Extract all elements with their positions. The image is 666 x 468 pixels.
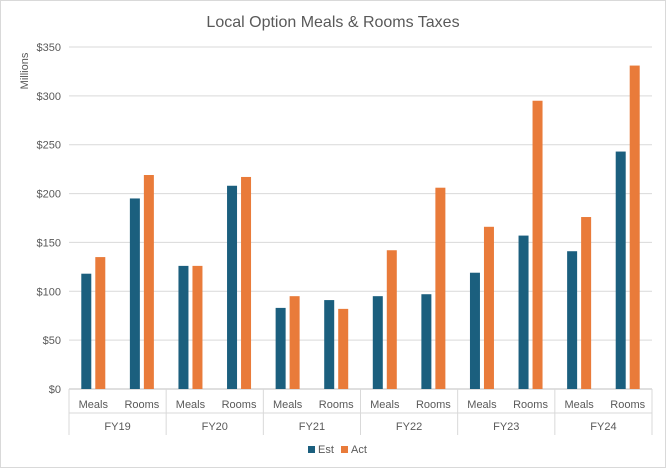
gridlines <box>69 46 652 390</box>
bar-est <box>567 251 578 389</box>
y-tick-label: $200 <box>37 189 61 201</box>
y-axis-label: Millions <box>19 52 31 89</box>
x-group-label: FY20 <box>202 421 228 433</box>
y-tick-label: $0 <box>49 384 61 396</box>
bar-act <box>629 65 640 390</box>
x-subcategory-label: Rooms <box>513 399 548 411</box>
x-group-label: FY22 <box>396 421 422 433</box>
x-subcategory-label: Rooms <box>124 399 159 411</box>
legend: Est Act <box>308 444 367 456</box>
bar-est <box>178 265 189 389</box>
bar-act <box>95 257 106 389</box>
bar-act <box>483 226 494 389</box>
bar-act <box>143 175 154 389</box>
x-subcategory-label: Meals <box>370 399 400 411</box>
bar-est <box>421 294 432 389</box>
bars <box>81 65 640 390</box>
x-group-label: FY23 <box>493 421 519 433</box>
x-subcategory-label: Meals <box>176 399 206 411</box>
y-tick-label: $350 <box>37 42 61 54</box>
y-axis-ticks: $0 $50 $100 $150 $200 $250 $300 $350 <box>37 42 61 396</box>
bar-est <box>129 198 140 389</box>
x-subcategory-label: Rooms <box>222 399 257 411</box>
y-tick-label: $150 <box>37 237 61 249</box>
chart-title: Local Option Meals & Rooms Taxes <box>206 14 459 31</box>
legend-swatch <box>341 446 348 453</box>
bar-est <box>324 300 335 389</box>
bar-est <box>469 272 480 389</box>
x-subcategory-label: Rooms <box>416 399 451 411</box>
bar-est <box>81 273 92 389</box>
legend-label: Est <box>318 444 334 456</box>
y-tick-label: $50 <box>43 335 61 347</box>
x-subcategory-label: Rooms <box>610 399 645 411</box>
bar-est <box>275 307 286 389</box>
x-group-label: FY21 <box>299 421 325 433</box>
x-subcategory-label: Meals <box>467 399 497 411</box>
bar-act <box>386 250 397 389</box>
bar-act <box>338 308 349 389</box>
y-tick-label: $300 <box>37 91 61 103</box>
x-subcategory-label: Meals <box>564 399 594 411</box>
bar-est <box>615 151 626 389</box>
legend-label: Act <box>351 444 367 456</box>
legend-swatch <box>308 446 315 453</box>
bar-act <box>192 265 203 389</box>
bar-est <box>518 235 529 389</box>
x-axis: Meals Rooms Meals Rooms Meals Rooms Meals Rooms… <box>68 389 653 435</box>
bar-act <box>241 176 252 389</box>
x-subcategory-label: Meals <box>79 399 109 411</box>
bar-act <box>289 296 300 389</box>
x-group-label: FY19 <box>104 421 130 433</box>
bar-est <box>372 296 383 389</box>
x-subcategory-label: Meals <box>273 399 303 411</box>
bar-act <box>435 187 446 389</box>
x-group-label: FY24 <box>590 421 616 433</box>
bar-act <box>581 217 592 389</box>
x-subcategory-label: Rooms <box>319 399 354 411</box>
bar-est <box>227 185 238 389</box>
bar-act <box>532 100 543 389</box>
y-tick-label: $250 <box>37 140 61 152</box>
y-tick-label: $100 <box>37 286 61 298</box>
